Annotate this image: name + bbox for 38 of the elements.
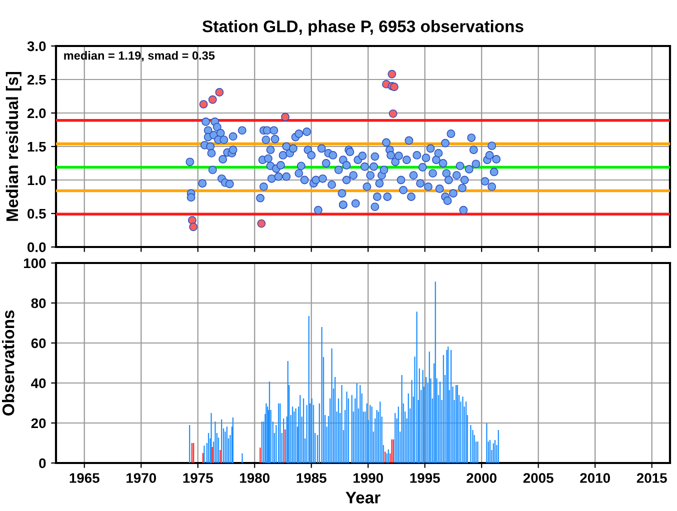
- x-tick-label: 2010: [580, 473, 610, 483]
- y-axis-title: Observations: [2, 310, 14, 416]
- x-tick-label: 1980: [240, 473, 270, 483]
- x-tick-label: 1965: [70, 473, 100, 483]
- y-tick-label: 100: [24, 258, 46, 268]
- point: [188, 216, 196, 224]
- y-tick-label: 1.0: [28, 175, 46, 186]
- point: [199, 100, 208, 109]
- point: [208, 95, 217, 104]
- point: [189, 222, 198, 232]
- annotation: median = 1.19, smad = 0.35: [64, 51, 215, 62]
- x-tick-label: 2015: [636, 473, 667, 483]
- point: [257, 219, 266, 228]
- y-tick-label: 60: [31, 338, 46, 348]
- point: [388, 109, 398, 118]
- point: [281, 112, 290, 122]
- x-tick-label: 2000: [466, 473, 496, 483]
- y-axis-title: Median residual [s]: [6, 72, 22, 221]
- x-tick-label: 1995: [410, 473, 440, 483]
- point: [388, 70, 396, 78]
- chart-title: Station GLD, phase P, 6953 observations: [202, 20, 524, 36]
- x-tick-label: 1985: [296, 473, 326, 483]
- y-tick-label: 40: [31, 378, 46, 388]
- x-tick-label: 1970: [126, 473, 156, 483]
- y-tick-label: 20: [31, 418, 46, 428]
- y-tick-label: 2.0: [27, 108, 46, 118]
- y-tick-label: 0.5: [28, 208, 46, 219]
- y-tick-label: 0: [39, 458, 46, 468]
- y-tick-label: 2.5: [27, 74, 46, 85]
- x-axis-title: Year: [346, 492, 380, 504]
- x-tick-label: 1990: [354, 473, 383, 483]
- x-tick-label: 1975: [183, 473, 213, 483]
- x-tick-label: 2005: [523, 473, 554, 483]
- y-tick-label: 3.0: [27, 41, 46, 52]
- y-tick-label: 0.0: [28, 242, 46, 252]
- y-tick-label: 80: [31, 298, 46, 308]
- point: [215, 88, 224, 96]
- y-tick-label: 1.5: [28, 142, 46, 152]
